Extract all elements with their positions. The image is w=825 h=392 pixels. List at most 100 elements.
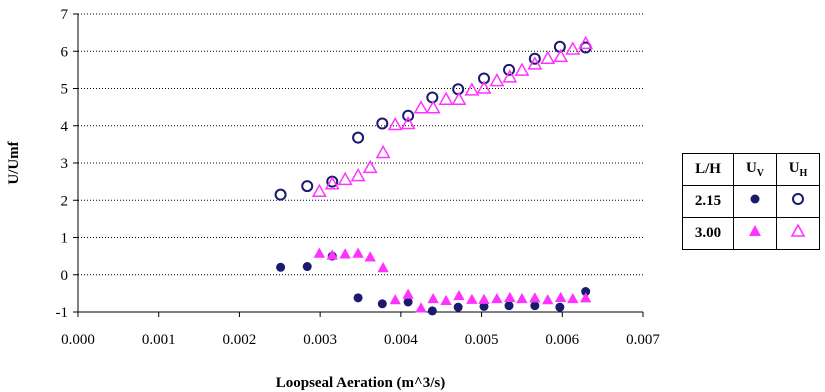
x-tick-label: 0.000 [61,332,95,348]
data-point [311,183,327,197]
data-point [578,35,594,50]
data-point [377,262,389,273]
data-point [427,292,439,304]
filled-circle-marker-icon [750,194,760,204]
series-uv_300 [313,247,592,313]
data-point [479,301,489,311]
data-point [400,115,416,130]
data-point [415,302,427,313]
open-triangle-marker-icon [790,223,806,237]
x-tick-label: 0.004 [384,332,418,348]
y-tick-label: 2 [61,193,69,209]
gridlines [78,13,643,276]
data-point [438,91,454,105]
data-point [425,100,441,114]
data-point [364,251,376,262]
legend-header-lh: L/H [682,153,734,186]
data-point [376,117,389,130]
data-point [540,50,556,64]
data-point [476,80,492,94]
legend-label-215: 2.15 [682,185,734,218]
y-tick-label: 0 [61,268,69,284]
legend-header-row: L/H UV UH [682,153,820,186]
x-tick-label: 0.003 [303,332,337,348]
data-point [503,63,516,76]
data-point [402,288,414,299]
data-point [466,293,478,304]
data-point [489,73,505,87]
legend-marker-uh-215 [776,185,820,218]
data-point [581,287,591,297]
legend-marker-uv-300 [733,217,777,250]
data-point [464,82,480,96]
x-tick-labels: 0.000 0.001 0.002 0.003 0.004 0.005 0.006 0.007 [61,332,660,348]
x-tick-label: 0.006 [545,332,579,348]
x-tick-label: 0.002 [223,332,257,348]
data-point [478,293,490,304]
data-point [353,293,363,303]
data-point [451,91,467,105]
legend-header-uv: UV [733,153,777,186]
data-point [352,247,364,258]
data-point [453,302,463,312]
data-point [375,144,391,159]
legend-marker-uh-300 [776,217,820,250]
data-point [426,91,439,104]
data-point [387,116,403,131]
legend-row-300: 3.00 [682,217,820,250]
data-point [339,248,351,259]
data-point [528,52,541,65]
data-point [313,247,326,258]
data-point [440,294,452,306]
x-tick-label: 0.007 [626,332,660,348]
data-point [337,171,353,186]
series-uh_300 [311,35,594,197]
data-point [301,180,314,193]
data-point [491,292,503,304]
legend-label-300: 3.00 [682,217,734,250]
y-axis-title: U/Umf [6,140,22,184]
series-uv_215 [276,251,591,316]
y-tick-label: 7 [61,7,69,23]
legend-row-215: 2.15 [682,185,820,218]
y-tick-label: 3 [61,156,69,172]
y-tick-label: 1 [61,231,69,247]
y-tick-label: 5 [61,82,69,98]
data-point [324,176,340,190]
series-uh_215 [274,40,592,201]
data-point [452,83,465,96]
data-point [403,297,413,307]
data-point [352,131,365,144]
open-circle-marker-icon [792,193,804,205]
data-point [413,100,429,114]
data-point [302,262,312,272]
data-point [542,294,554,305]
data-point [389,294,401,305]
data-point [514,62,530,76]
axes [73,13,644,317]
data-point [529,292,541,303]
data-point [516,292,528,304]
data-point [504,291,516,303]
y-tick-labels: -1 0 1 2 3 4 5 6 7 [56,7,69,321]
x-axis-title: Loopseal Aeration (m^3/s) [276,375,446,391]
data-point [553,48,569,63]
data-point [504,301,514,311]
data-point [554,291,567,303]
y-tick-label: -1 [56,305,69,321]
data-point [555,302,565,312]
data-point [377,299,387,309]
data-point [326,249,338,260]
filled-triangle-marker-icon [749,225,761,236]
data-point [527,56,543,70]
data-point [274,188,287,201]
data-point [567,292,579,304]
data-point [565,41,581,55]
y-tick-label: 4 [61,119,69,135]
data-point [350,168,366,182]
x-tick-label: 0.005 [465,332,499,348]
data-point [427,306,437,316]
y-tick-label: 6 [61,44,69,60]
legend-marker-uv-215 [733,185,777,218]
data-point [579,292,592,303]
